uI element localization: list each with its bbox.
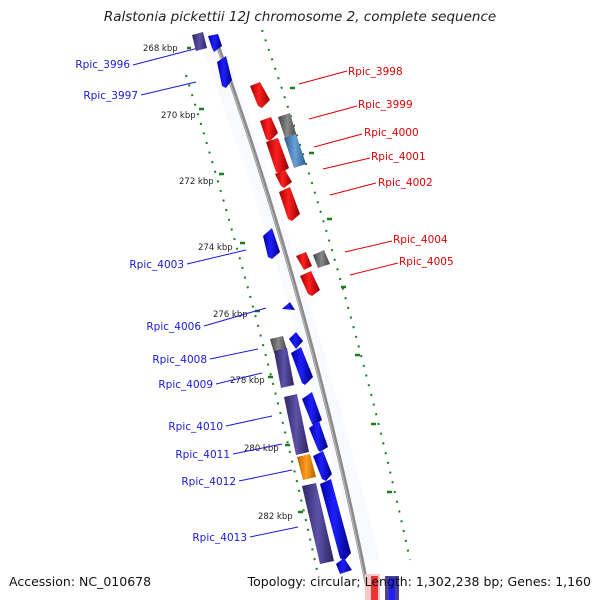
gene-label: Rpic_4006: [146, 321, 201, 333]
gene-arrow: [192, 32, 207, 51]
gene-label: Rpic_4002: [378, 177, 433, 189]
gene-arrow: [296, 252, 312, 270]
gene-labels-left: Rpic_3996 Rpic_3997 Rpic_4003 Rpic_4006 …: [75, 59, 247, 544]
gene-arrow: [313, 250, 330, 268]
gene-arrow: [302, 483, 334, 564]
gene-label: Rpic_4005: [399, 256, 454, 268]
gene-label: Rpic_4004: [393, 234, 448, 246]
gene-label: Rpic_3997: [83, 90, 138, 102]
gene-arrow: [278, 113, 297, 141]
forward-genes: [192, 32, 352, 574]
gene-arrow: [275, 170, 292, 188]
gene-label: Rpic_3996: [75, 59, 130, 71]
tick-label: 278 kbp: [230, 376, 265, 386]
gene-label: Rpic_4009: [158, 379, 213, 391]
gene-arrow: [263, 228, 280, 259]
gene-arrow: [302, 392, 322, 426]
gene-arrow: [289, 332, 303, 349]
gene-label: Rpic_4001: [371, 151, 426, 163]
gene-label: Rpic_3998: [348, 66, 403, 78]
summary-text: Topology: circular; Length: 1,302,238 bp…: [247, 574, 591, 589]
gene-arrow: [274, 348, 294, 388]
tick-label: 272 kbp: [179, 177, 214, 187]
gene-labels-right: Rpic_3998 Rpic_3999 Rpic_4000 Rpic_4001 …: [348, 66, 454, 268]
gene-arrow: [266, 138, 289, 174]
gene-arrow: [279, 187, 300, 221]
gene-arrow: [284, 134, 306, 168]
tick-label: 276 kbp: [213, 310, 248, 320]
tick-label: 274 kbp: [198, 243, 233, 253]
gene-arrow: [297, 454, 316, 480]
gene-arrow: [208, 34, 222, 52]
gene-arrow: [284, 394, 309, 455]
outer-band: [198, 35, 380, 560]
gene-label: Rpic_4003: [129, 259, 184, 271]
reverse-genes: [250, 82, 330, 296]
gene-arrow: [217, 56, 232, 88]
gene-arrow: [336, 558, 352, 574]
leader-lines: [132, 45, 399, 538]
gene-arrow: [291, 347, 313, 385]
gene-arrow: [320, 479, 351, 561]
backbone: [212, 34, 370, 591]
backbone-highlight: [212, 34, 368, 591]
gene-arrow: [250, 82, 270, 108]
gene-arrow: [309, 421, 328, 452]
gene-arrow: [270, 336, 287, 353]
gene-arrow: [300, 271, 320, 296]
bottom-features: [365, 574, 399, 600]
gene-label: Rpic_4013: [192, 532, 247, 544]
accession-text: Accession: NC_010678: [9, 574, 152, 589]
tick-label: 280 kbp: [244, 444, 279, 454]
gene-arrow: [313, 451, 332, 481]
tick-label: 270 kbp: [161, 111, 196, 121]
major-ticks: [187, 46, 392, 514]
gene-label: Rpic_4000: [364, 127, 419, 139]
gene-label: Rpic_4010: [168, 421, 223, 433]
gene-label: Rpic_4012: [181, 476, 236, 488]
gene-label: Rpic_4011: [175, 449, 230, 461]
gene-arrow: [282, 302, 295, 310]
gene-label: Rpic_4008: [152, 354, 207, 366]
tick-labels: 268 kbp 270 kbp 272 kbp 274 kbp 276 kbp …: [143, 44, 293, 522]
gene-label: Rpic_3999: [358, 99, 413, 111]
tick-label: 282 kbp: [258, 512, 293, 522]
gene-arrow: [260, 117, 278, 141]
map-title: Ralstonia pickettii 12J chromosome 2, co…: [103, 9, 497, 25]
tick-label: 268 kbp: [143, 44, 178, 54]
